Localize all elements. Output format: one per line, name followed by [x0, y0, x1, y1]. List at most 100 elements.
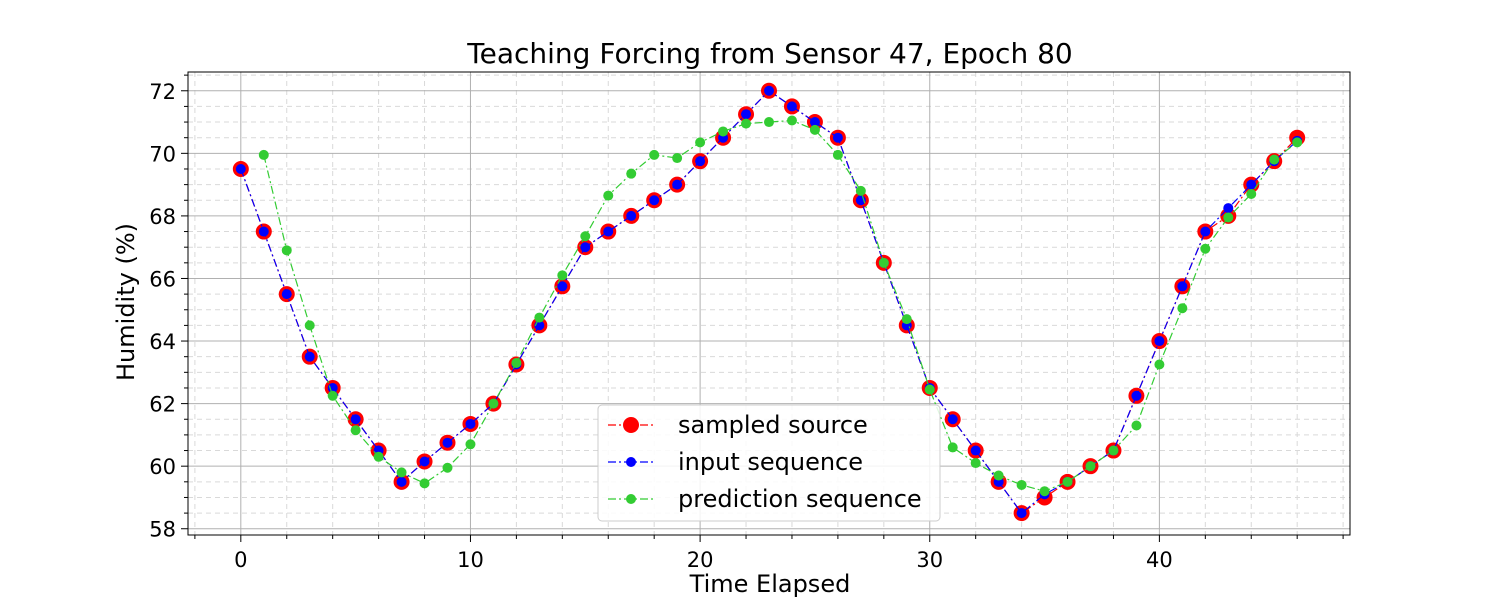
data-point	[603, 190, 614, 201]
data-point	[855, 185, 866, 196]
data-point	[695, 137, 706, 148]
y-tick-label: 66	[149, 267, 176, 291]
legend-label: sampled source	[678, 411, 868, 439]
data-point	[924, 384, 935, 395]
y-tick-label: 64	[149, 330, 176, 354]
data-point	[1200, 243, 1211, 254]
legend-label: prediction sequence	[678, 485, 922, 513]
data-point	[786, 115, 797, 126]
data-point	[534, 312, 545, 323]
data-point	[695, 156, 706, 167]
data-point	[672, 179, 683, 190]
data-point	[281, 289, 292, 300]
data-point	[1269, 154, 1280, 165]
data-point	[419, 456, 430, 467]
data-point	[741, 118, 752, 129]
axis-ticks: 0 10 20 30 40 58 60 62 64 66 68 70 72	[149, 74, 1344, 572]
data-point	[1154, 359, 1165, 370]
data-point	[764, 117, 774, 128]
data-point	[442, 437, 453, 448]
data-point	[1223, 212, 1234, 223]
data-point	[649, 195, 660, 206]
y-tick-label: 62	[149, 393, 176, 417]
data-point	[373, 451, 384, 462]
data-point	[557, 270, 568, 281]
legend-item: sampled source	[608, 411, 868, 439]
y-tick-label: 72	[149, 80, 176, 104]
data-point	[465, 439, 476, 450]
y-tick-label: 60	[149, 455, 176, 479]
data-point	[1016, 508, 1027, 519]
data-point	[396, 467, 407, 478]
data-point	[258, 149, 269, 160]
grid	[188, 72, 1350, 535]
data-point	[1177, 281, 1188, 292]
data-point	[947, 442, 958, 453]
data-point	[649, 149, 660, 160]
legend-marker	[626, 494, 636, 504]
x-tick-label: 0	[234, 548, 247, 572]
data-point	[465, 418, 476, 429]
data-point	[511, 357, 522, 368]
x-tick-label: 10	[457, 548, 484, 572]
data-point	[488, 398, 499, 409]
data-point	[672, 153, 683, 164]
data-point	[1200, 226, 1211, 237]
data-point	[580, 231, 591, 242]
x-tick-label: 40	[1146, 548, 1173, 572]
data-point	[626, 210, 637, 221]
data-point	[809, 117, 820, 128]
data-point	[1154, 336, 1165, 347]
legend-item: prediction sequence	[608, 485, 922, 513]
data-point	[1062, 476, 1073, 487]
data-point	[419, 478, 430, 489]
data-point	[350, 414, 361, 425]
data-point	[304, 320, 315, 331]
series-line	[263, 119, 1298, 492]
y-axis-label: Humidity (%)	[112, 223, 140, 381]
x-tick-label: 30	[916, 548, 943, 572]
data-point	[1177, 303, 1188, 314]
plot-series	[232, 82, 1306, 522]
data-point	[1108, 445, 1119, 456]
data-point	[741, 109, 752, 120]
data-point	[993, 470, 1004, 481]
legend: sampled source input sequence prediction s…	[597, 404, 941, 522]
data-point	[718, 126, 729, 137]
data-point	[947, 414, 958, 425]
data-point	[970, 445, 981, 456]
legend-label: input sequence	[678, 448, 863, 476]
data-point	[1085, 461, 1096, 472]
data-point	[786, 101, 797, 112]
data-point	[442, 462, 453, 473]
plot-frame	[187, 71, 1351, 536]
data-point	[603, 226, 614, 237]
data-point	[327, 390, 338, 401]
data-point	[832, 132, 843, 143]
legend-item: input sequence	[608, 448, 863, 476]
data-point	[832, 149, 843, 160]
data-point	[1131, 420, 1142, 431]
data-point	[350, 425, 361, 436]
data-point	[626, 168, 637, 179]
data-point	[970, 458, 981, 469]
chart-title: Teaching Forcing from Sensor 47, Epoch 8…	[466, 37, 1072, 70]
x-tick-label: 20	[687, 548, 714, 572]
y-tick-label: 70	[149, 142, 176, 166]
data-point	[1039, 486, 1050, 497]
data-point	[304, 351, 315, 362]
data-point	[901, 314, 912, 325]
series-prediction-sequence	[258, 115, 1303, 497]
data-point	[235, 163, 246, 174]
data-point	[327, 382, 338, 393]
y-tick-label: 68	[149, 205, 176, 229]
data-point	[764, 85, 774, 96]
data-point	[878, 257, 889, 268]
data-point	[1016, 479, 1027, 490]
legend-marker	[626, 457, 636, 467]
data-point	[281, 245, 292, 256]
data-point	[580, 242, 591, 253]
data-point	[1246, 179, 1257, 190]
data-point	[1131, 390, 1142, 401]
